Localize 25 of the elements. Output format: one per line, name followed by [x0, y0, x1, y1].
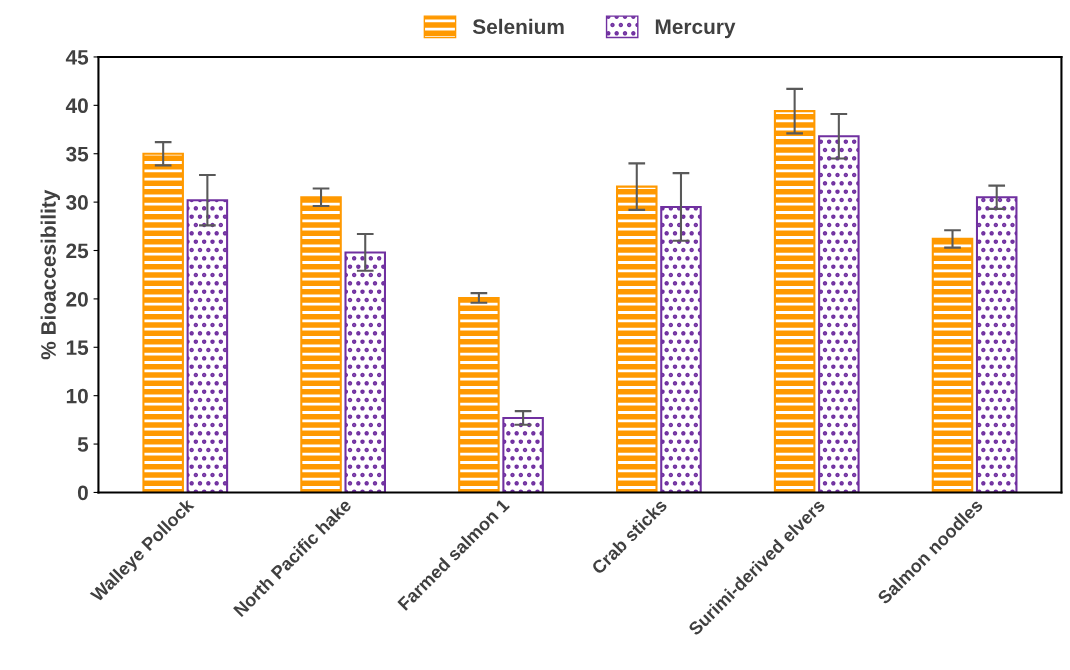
bar — [344, 251, 387, 493]
bar — [616, 185, 658, 493]
y-tick-label: 15 — [66, 340, 89, 356]
y-tick-label: 35 — [66, 146, 89, 162]
y-tick-label: 5 — [77, 437, 89, 452]
bar — [458, 296, 500, 493]
y-tick-label: 40 — [65, 98, 88, 114]
y-tick-label: 30 — [66, 195, 88, 210]
bar — [502, 416, 544, 493]
y-tick-label: 0 — [77, 485, 88, 501]
legend-label: Selenium — [472, 18, 564, 35]
bar — [773, 110, 816, 493]
y-axis-title: % Bioaccesibility — [40, 189, 60, 360]
bar — [142, 152, 184, 493]
y-tick-label: 20 — [66, 291, 88, 307]
y-tick-label: 10 — [66, 388, 88, 404]
legend-label: Mercury — [655, 19, 736, 39]
bar — [975, 196, 1018, 493]
bar — [931, 237, 974, 493]
bar — [300, 196, 342, 493]
y-tick-label: 45 — [65, 50, 89, 65]
bar — [818, 135, 860, 493]
bar — [660, 205, 702, 493]
y-tick-label: 25 — [66, 243, 89, 259]
bar — [186, 199, 229, 493]
